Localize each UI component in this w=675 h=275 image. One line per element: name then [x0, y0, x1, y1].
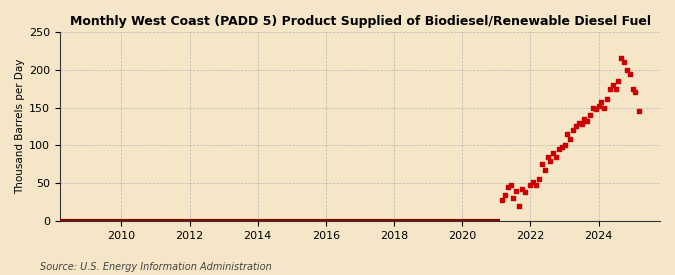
Point	[605, 86, 616, 91]
Point	[627, 86, 638, 91]
Point	[565, 137, 576, 142]
Point	[613, 79, 624, 83]
Point	[582, 119, 593, 123]
Point	[554, 147, 564, 151]
Y-axis label: Thousand Barrels per Day: Thousand Barrels per Day	[15, 59, 25, 194]
Point	[630, 90, 641, 95]
Point	[528, 180, 539, 184]
Point	[506, 183, 516, 187]
Point	[531, 183, 541, 188]
Point	[545, 158, 556, 163]
Text: Source: U.S. Energy Information Administration: Source: U.S. Energy Information Administ…	[40, 262, 272, 272]
Point	[559, 143, 570, 148]
Point	[619, 60, 630, 64]
Point	[556, 145, 567, 149]
Point	[596, 99, 607, 104]
Point	[516, 187, 527, 191]
Point	[574, 120, 585, 125]
Point	[610, 86, 621, 91]
Point	[508, 196, 519, 200]
Point	[525, 183, 536, 187]
Point	[624, 71, 635, 76]
Point	[608, 83, 618, 87]
Point	[633, 109, 644, 114]
Point	[533, 177, 544, 182]
Point	[548, 151, 559, 155]
Point	[599, 105, 610, 110]
Point	[616, 56, 627, 60]
Point	[511, 189, 522, 193]
Point	[601, 96, 612, 101]
Point	[500, 192, 510, 197]
Point	[539, 167, 550, 172]
Point	[562, 132, 572, 136]
Point	[497, 198, 508, 202]
Point	[587, 105, 598, 110]
Point	[542, 155, 553, 159]
Point	[576, 122, 587, 127]
Point	[585, 113, 595, 117]
Point	[622, 68, 632, 72]
Point	[502, 185, 513, 189]
Point	[537, 162, 547, 166]
Point	[579, 117, 590, 121]
Point	[568, 128, 578, 133]
Title: Monthly West Coast (PADD 5) Product Supplied of Biodiesel/Renewable Diesel Fuel: Monthly West Coast (PADD 5) Product Supp…	[70, 15, 651, 28]
Point	[514, 204, 524, 208]
Point	[593, 104, 604, 108]
Point	[551, 155, 562, 160]
Point	[519, 190, 530, 194]
Point	[570, 124, 581, 129]
Point	[591, 107, 601, 111]
